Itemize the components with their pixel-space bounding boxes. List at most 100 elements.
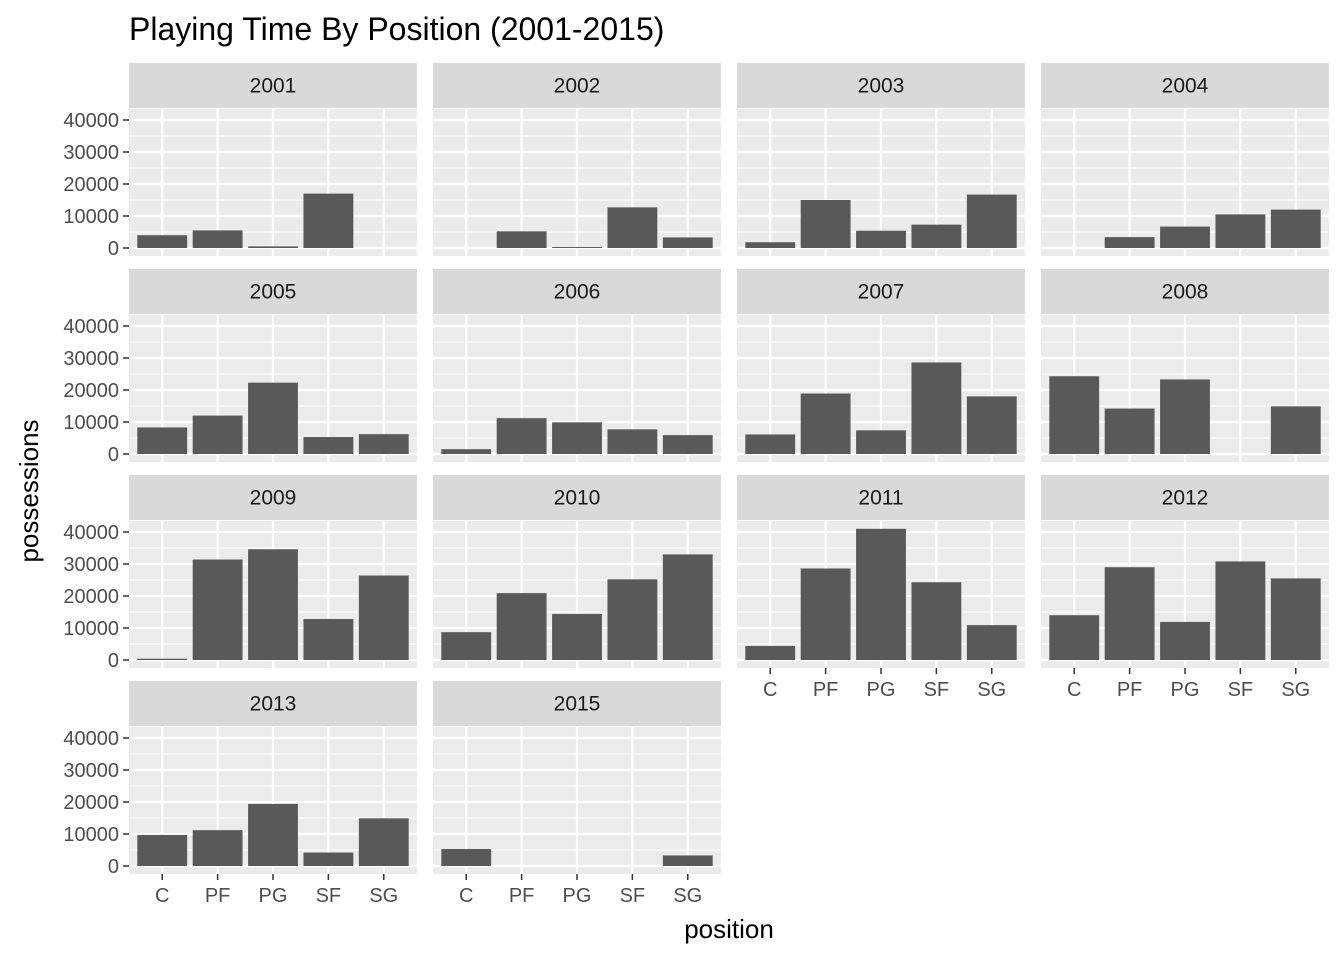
strip-label: 2006: [554, 281, 601, 304]
y-tick-label: 20000: [63, 586, 119, 608]
bar-2010-SF: [607, 579, 658, 660]
x-tick-label: PG: [1171, 679, 1200, 701]
bar-2010-C: [441, 632, 492, 660]
bar-2002-PG: [552, 247, 602, 248]
bar-2003-C: [745, 242, 796, 248]
bar-2010-PG: [552, 613, 602, 660]
bar-2001-PF: [192, 230, 243, 248]
bar-2012-C: [1049, 615, 1100, 660]
facet-panels: 2001 0 10000 20000 30000 40000 2002 2003 2004 200…: [63, 63, 1329, 907]
bar-2010-SG: [662, 554, 713, 660]
y-tick-label: 40000: [63, 110, 119, 132]
x-tick-label: SG: [673, 885, 702, 907]
strip-label: 2001: [250, 75, 297, 98]
strip-background: [433, 269, 721, 314]
facet-2003: 2003: [737, 63, 1025, 256]
strip-background: [1041, 63, 1329, 108]
bar-2004-PF: [1104, 237, 1155, 248]
strip-background: [129, 475, 417, 520]
strip-background: [737, 63, 1025, 108]
bar-2006-SG: [662, 435, 713, 454]
facet-2008: 2008: [1041, 269, 1329, 462]
bar-2004-PG: [1160, 226, 1210, 248]
x-tick-label: C: [763, 679, 777, 701]
y-tick-label: 0: [108, 444, 119, 466]
x-tick-label: PF: [205, 885, 231, 907]
bar-2008-SG: [1270, 406, 1321, 454]
x-tick-label: PF: [1117, 679, 1143, 701]
bar-2010-PF: [496, 593, 547, 660]
strip-label: 2012: [1162, 487, 1209, 510]
bar-2008-PF: [1104, 408, 1155, 454]
strip-background: [737, 269, 1025, 314]
bar-2006-C: [441, 449, 492, 454]
bar-2015-C: [441, 849, 492, 866]
strip-label: 2013: [250, 693, 297, 716]
bar-2003-PG: [856, 230, 906, 248]
x-tick-label: PG: [867, 679, 896, 701]
strip-background: [433, 681, 721, 726]
x-tick-label: PF: [813, 679, 839, 701]
bar-2003-SF: [911, 224, 962, 248]
x-tick-label: C: [459, 885, 473, 907]
y-tick-label: 10000: [63, 824, 119, 846]
bar-2013-SG: [358, 818, 409, 866]
strip-label: 2007: [858, 281, 905, 304]
bar-2005-C: [137, 427, 188, 454]
strip-label: 2005: [250, 281, 297, 304]
bar-2009-PF: [192, 559, 243, 660]
facet-2011: 2011 C PF PG SF SG: [737, 475, 1025, 701]
bar-2009-C: [137, 658, 188, 660]
bar-2006-PF: [496, 418, 547, 454]
bar-2013-PF: [192, 830, 243, 866]
x-tick-label: SF: [316, 885, 342, 907]
x-tick-label: SG: [369, 885, 398, 907]
strip-label: 2002: [554, 75, 601, 98]
bar-2011-SF: [911, 582, 962, 660]
bar-2013-C: [137, 834, 188, 866]
strip-background: [1041, 269, 1329, 314]
bar-2013-SF: [303, 852, 354, 866]
strip-background: [737, 475, 1025, 520]
bar-2012-PG: [1160, 621, 1210, 660]
strip-background: [129, 269, 417, 314]
facet-2007: 2007: [737, 269, 1025, 462]
bar-2001-SF: [303, 193, 354, 248]
x-tick-label: PG: [563, 885, 592, 907]
strip-background: [1041, 475, 1329, 520]
strip-label: 2003: [858, 75, 905, 98]
x-tick-label: SF: [1228, 679, 1254, 701]
bar-2007-PG: [856, 430, 906, 454]
strip-background: [129, 63, 417, 108]
y-tick-label: 10000: [63, 206, 119, 228]
x-tick-label: SG: [1281, 679, 1310, 701]
facet-2010: 2010: [433, 475, 721, 668]
facet-2004: 2004: [1041, 63, 1329, 256]
y-tick-label: 20000: [63, 380, 119, 402]
y-tick-label: 10000: [63, 618, 119, 640]
bar-2012-PF: [1104, 567, 1155, 660]
y-tick-label: 0: [108, 238, 119, 260]
bar-2007-PF: [800, 393, 851, 454]
strip-label: 2010: [554, 487, 601, 510]
facet-2006: 2006: [433, 269, 721, 462]
strip-background: [433, 63, 721, 108]
bar-2011-C: [745, 645, 796, 660]
x-tick-label: SG: [977, 679, 1006, 701]
bar-2015-SG: [662, 855, 713, 866]
strip-label: 2008: [1162, 281, 1209, 304]
bar-2011-SG: [966, 625, 1017, 660]
bar-2002-SF: [607, 207, 658, 248]
facet-2009: 2009 0 10000 20000 30000 40000: [63, 475, 417, 672]
bar-2007-SF: [911, 362, 962, 454]
bar-2009-SG: [358, 575, 409, 660]
bar-2006-SF: [607, 429, 658, 454]
facet-2012: 2012 C PF PG SF SG: [1041, 475, 1329, 701]
bar-2007-C: [745, 434, 796, 454]
facet-2002: 2002: [433, 63, 721, 256]
y-tick-label: 30000: [63, 348, 119, 370]
bar-2005-SF: [303, 437, 354, 454]
y-tick-label: 0: [108, 856, 119, 878]
facet-2001: 2001 0 10000 20000 30000 40000: [63, 63, 417, 260]
bar-2008-PG: [1160, 379, 1210, 454]
